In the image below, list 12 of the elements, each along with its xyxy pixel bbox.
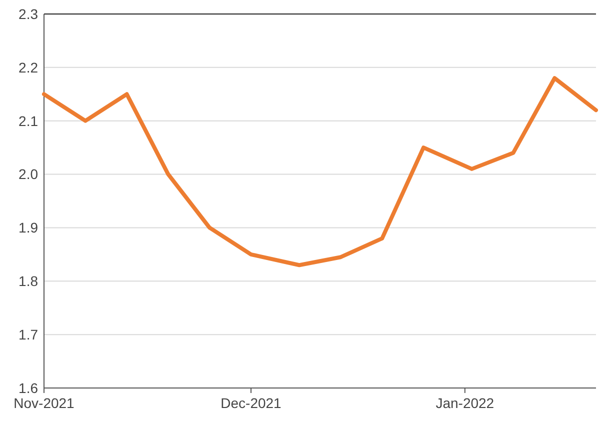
x-tick-label: Jan-2022	[436, 395, 494, 411]
x-tick-label: Nov-2021	[14, 395, 75, 411]
y-tick-label: 1.7	[18, 326, 38, 342]
y-tick-label: 2.3	[18, 6, 38, 22]
line-series	[42, 76, 598, 268]
y-tick-label: 1.6	[18, 380, 38, 396]
y-tick-label: 2.1	[18, 112, 38, 129]
y-tick-label: 1.9	[18, 220, 38, 236]
x-tick-label: Dec-2021	[220, 395, 282, 411]
y-tick-label: 2.0	[18, 166, 38, 182]
y-tick-label: 2.2	[18, 59, 38, 76]
y-tick-label: 1.8	[18, 273, 38, 290]
